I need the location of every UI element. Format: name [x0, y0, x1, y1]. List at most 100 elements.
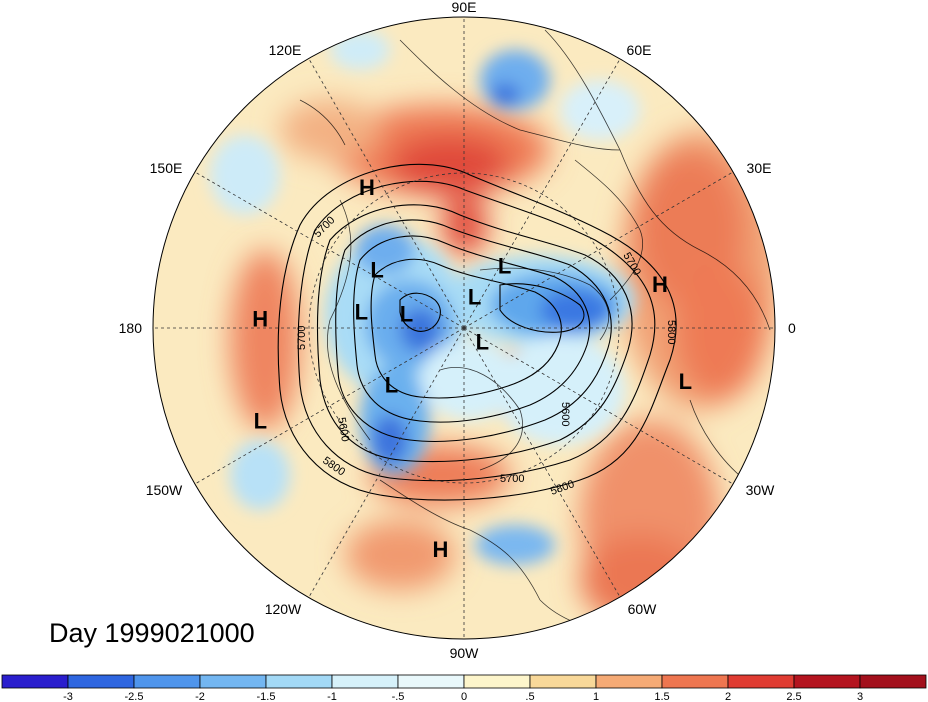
cold-pool [495, 335, 625, 445]
meridian-120e [308, 58, 465, 329]
cold-pool [230, 440, 290, 510]
contour-line [277, 163, 677, 501]
coastline [574, 159, 644, 301]
high-pressure-label: H [433, 537, 449, 562]
coastline [299, 99, 346, 146]
contour-label: 5700 [500, 473, 524, 485]
cold-pool [540, 290, 610, 330]
colorbar-tick-label: 1 [593, 691, 599, 702]
lon-label-60w: 60W [628, 601, 658, 617]
colorbar-tick-label: .5 [525, 691, 534, 702]
colorbar-tick-label: -1 [327, 691, 337, 702]
colorbar-swatch [793, 674, 861, 689]
high-pressure-label: H [252, 307, 268, 332]
cold-pool [420, 340, 520, 420]
lon-label-30e: 30E [747, 160, 772, 176]
high-pressure-label: H [652, 272, 668, 297]
warm-pool [345, 520, 455, 590]
colorbar-swatch [331, 674, 399, 689]
coastline [399, 39, 621, 151]
warm-anomaly-layer [230, 100, 775, 625]
low-pressure-label: L [468, 285, 481, 310]
colorbar-swatch [133, 674, 201, 689]
lon-label-120e: 120E [269, 42, 302, 58]
low-pressure-label: L [498, 254, 511, 279]
lon-label-150e: 150E [150, 160, 183, 176]
coastline [544, 29, 771, 331]
low-pressure-label: L [254, 409, 267, 434]
colorbar-swatch [1, 674, 69, 689]
contour-line [297, 180, 656, 482]
colorbar-swatch [727, 674, 795, 689]
coastline [689, 399, 746, 481]
colorbar-swatch [397, 674, 465, 689]
lon-label-150w: 150W [146, 482, 183, 498]
low-pressure-label: L [385, 373, 398, 398]
high-pressure-label: H [359, 175, 375, 200]
anomaly-field [153, 17, 775, 639]
warm-pool [390, 135, 510, 195]
colorbar-swatch [529, 674, 597, 689]
lon-label-120w: 120W [265, 601, 302, 617]
meridian-60w [463, 327, 621, 598]
cold-pool [490, 83, 520, 107]
contour-label: 5700 [296, 326, 308, 350]
meridian-30e [463, 171, 734, 329]
coastline [479, 267, 609, 341]
cold-pool [330, 30, 390, 70]
day-label: Day 1999021000 [49, 618, 255, 648]
lon-label-180: 180 [119, 320, 143, 336]
colorbar-swatch [67, 674, 135, 689]
contour-label: 5600 [335, 416, 351, 442]
lon-label-60e: 60E [627, 42, 652, 58]
contour-line [399, 292, 441, 332]
meridian-60e [463, 58, 621, 329]
meridian-120w [308, 327, 465, 598]
contour-line [316, 204, 633, 463]
colorbar-tick-label: 3 [857, 691, 863, 702]
contour-line [499, 283, 585, 333]
cold-pool [560, 80, 640, 140]
meridian-150e [194, 171, 465, 329]
coastline [439, 367, 523, 471]
contour-line [353, 235, 591, 423]
colorbar-tick-label: -1.5 [257, 691, 276, 702]
cold-pool [475, 525, 555, 565]
latitude-circle [308, 172, 620, 484]
lon-label-90e: 90E [452, 0, 477, 15]
colorbar-tick-label: 2 [725, 691, 731, 702]
graticule [153, 17, 775, 639]
lon-label-30w: 30W [746, 482, 776, 498]
colorbar: -3 -2.5 -2 -1.5 -1 -.5 0 .5 1 1.5 2 2.5 3 [1, 674, 927, 702]
colorbar-swatch [463, 674, 531, 689]
colorbar-tick-label: 1.5 [654, 691, 669, 702]
contour-line [335, 219, 612, 442]
colorbar-swatch [199, 674, 267, 689]
contour-label: 5800 [665, 320, 677, 344]
lon-label-0: 0 [788, 320, 796, 336]
cold-pool [400, 308, 440, 352]
colorbar-swatch [859, 674, 927, 689]
low-pressure-label: L [679, 369, 692, 394]
lon-label-90w: 90W [450, 645, 480, 661]
colorbar-swatch [661, 674, 729, 689]
colorbar-tick-label: 2.5 [786, 691, 801, 702]
warm-pool [675, 260, 765, 400]
colorbar-tick-label: -2 [195, 691, 205, 702]
low-pressure-label: L [476, 330, 489, 355]
cold-pool [372, 415, 408, 465]
colorbar-swatch [265, 674, 333, 689]
colorbar-tick-label: -.5 [392, 691, 405, 702]
colorbar-swatch [595, 674, 663, 689]
warm-pool [443, 195, 487, 255]
meridian-150w [194, 327, 465, 485]
longitude-labels: 90E 60E 30E 0 30W 60W 90W 120W 150W 180 … [119, 0, 796, 661]
cold-anomaly-layer [210, 30, 640, 565]
cold-pool [210, 135, 280, 215]
warm-pool [280, 100, 380, 160]
colorbar-tick-label: -3 [63, 691, 73, 702]
low-pressure-label: L [400, 302, 413, 327]
warm-pool [230, 250, 300, 430]
